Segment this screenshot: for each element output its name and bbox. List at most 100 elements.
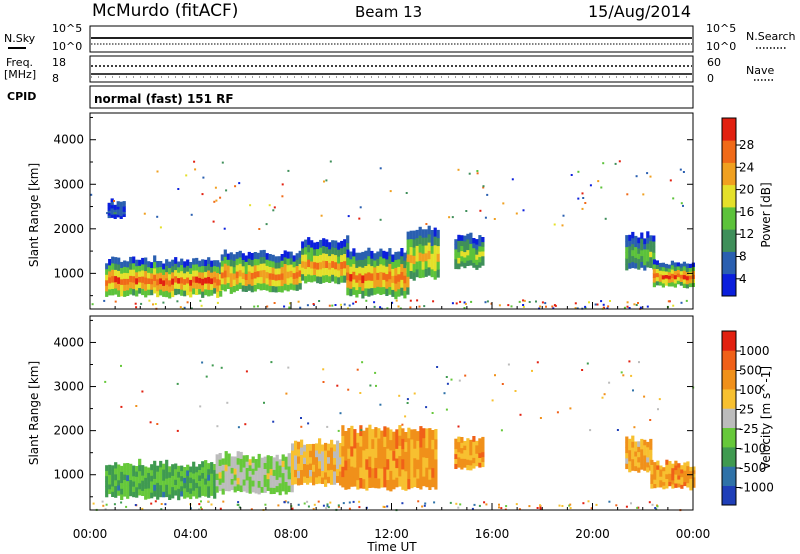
echo-cell	[383, 436, 387, 447]
velocity-ylabel: Slant Range [km]	[27, 361, 41, 465]
echo-dot	[522, 299, 525, 302]
echo-cell	[328, 255, 332, 263]
echo-cell	[324, 464, 328, 473]
echo-dot	[597, 180, 600, 183]
echo-dot	[551, 305, 554, 308]
echo-cell	[156, 493, 160, 500]
echo-cell	[290, 485, 294, 493]
echo-cell	[198, 260, 202, 267]
echo-dot	[219, 507, 222, 510]
echo-cell	[150, 481, 154, 487]
echo-cell	[466, 260, 470, 266]
echo-cell	[123, 485, 127, 492]
echo-cell	[318, 445, 322, 454]
echo-cell	[676, 273, 680, 278]
echo-cell	[340, 254, 344, 262]
echo-cell	[107, 202, 111, 206]
echo-dot	[397, 305, 400, 308]
echo-cell	[301, 241, 305, 249]
echo-cell	[295, 253, 299, 260]
echo-cell	[162, 485, 166, 492]
echo-cell	[230, 456, 234, 463]
echo-cell	[434, 439, 438, 450]
echo-cell	[306, 470, 310, 478]
echo-cell	[692, 466, 696, 471]
echo-cell	[189, 291, 193, 298]
echo-dot	[198, 503, 201, 506]
echo-cell	[138, 476, 142, 484]
beam-title: Beam 13	[355, 3, 422, 21]
echo-cell	[367, 272, 371, 281]
echo-cell	[475, 259, 479, 265]
echo-cell	[129, 474, 133, 481]
echo-cell	[117, 464, 121, 470]
echo-cell	[156, 267, 160, 274]
echo-cell	[676, 262, 680, 267]
echo-dot	[348, 507, 351, 510]
echo-cell	[333, 444, 337, 452]
echo-cell	[679, 263, 683, 268]
echo-cell	[153, 472, 157, 479]
echo-dot	[205, 375, 208, 378]
echo-cell	[339, 457, 343, 465]
echo-cell	[347, 468, 351, 480]
echo-cell	[257, 453, 261, 461]
echo-dot	[379, 218, 382, 221]
echo-cell	[652, 277, 656, 283]
power-echo-patch	[454, 232, 485, 270]
echo-dot	[159, 226, 162, 229]
echo-cell	[377, 468, 381, 479]
echo-cell	[392, 469, 396, 480]
echo-cell	[398, 435, 402, 446]
echo-cell	[679, 278, 683, 282]
echo-cell	[277, 256, 281, 263]
echo-cell	[457, 462, 461, 468]
echo-cell	[421, 245, 425, 254]
velocity-echo-patch	[291, 438, 343, 487]
echo-cell	[304, 239, 308, 248]
echo-dot	[451, 216, 454, 219]
echo-cell	[269, 474, 273, 482]
echo-cell	[333, 450, 337, 458]
echo-cell	[406, 287, 410, 295]
echo-cell	[183, 290, 187, 297]
echo-cell	[223, 270, 227, 278]
echo-cell	[341, 456, 345, 467]
echo-cell	[256, 282, 260, 290]
echo-cell	[259, 263, 263, 271]
echo-cell	[358, 286, 362, 294]
echo-cell	[227, 484, 231, 492]
echo-dot	[406, 402, 409, 404]
echo-dot	[150, 502, 153, 505]
echo-dot	[457, 168, 460, 171]
echo-cell	[382, 286, 386, 295]
echo-cell	[347, 448, 351, 459]
echo-cell	[656, 469, 660, 475]
echo-cell	[177, 471, 181, 478]
echo-cell	[350, 476, 354, 487]
echo-cell	[129, 269, 133, 276]
echo-cell	[144, 472, 148, 478]
echo-cell	[652, 268, 656, 274]
echo-dot	[359, 206, 362, 209]
echo-cell	[431, 439, 435, 450]
echo-cell	[431, 477, 435, 488]
echo-cell	[398, 445, 402, 457]
echo-cell	[433, 244, 437, 254]
echo-cell	[153, 490, 157, 497]
echo-cell	[682, 283, 686, 288]
echo-cell	[294, 440, 298, 449]
echo-cell	[418, 269, 422, 279]
echo-cell	[406, 279, 410, 288]
echo-cell	[413, 467, 417, 478]
echo-cell	[403, 282, 407, 291]
echo-dot	[494, 374, 496, 377]
echo-cell	[245, 467, 249, 475]
echo-cell	[117, 490, 121, 496]
echo-cell	[284, 456, 288, 464]
echo-cell	[174, 263, 178, 271]
echo-dot	[277, 504, 280, 507]
echo-dot	[482, 186, 485, 189]
echo-cell	[227, 478, 231, 485]
echo-cell	[403, 275, 407, 284]
